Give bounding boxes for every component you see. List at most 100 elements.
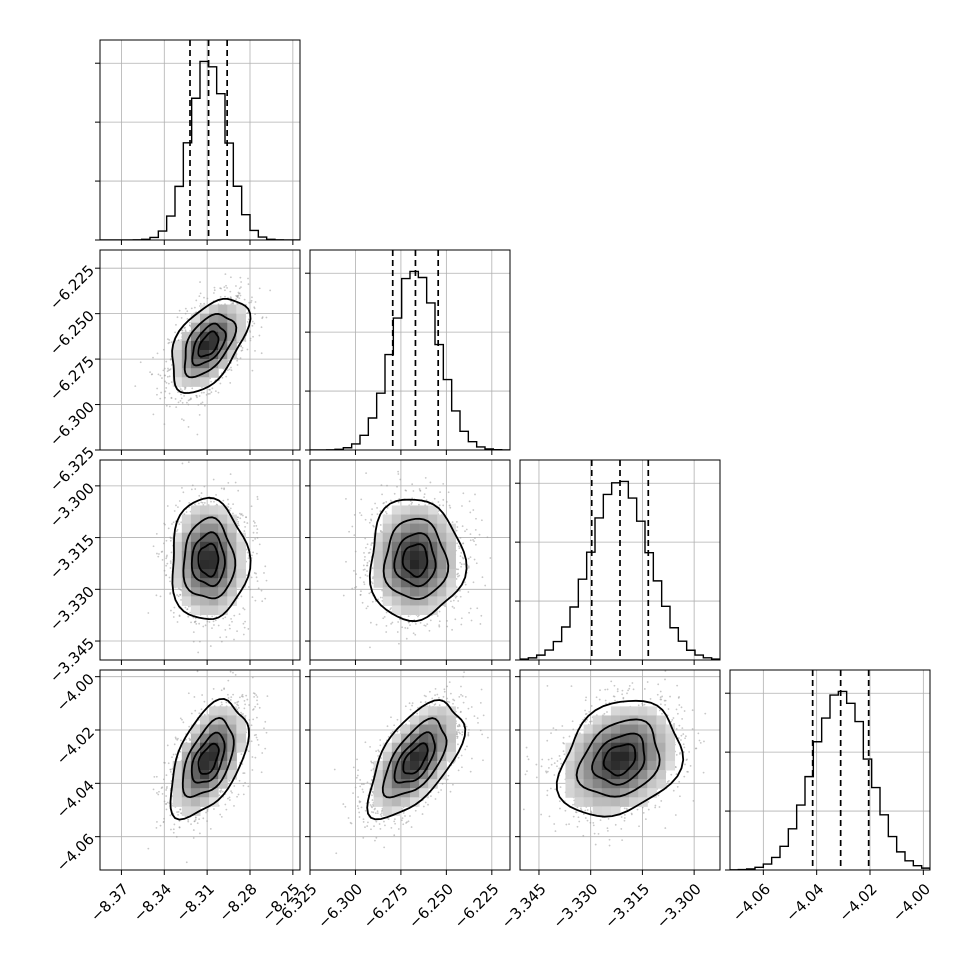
density-cell (172, 550, 183, 561)
scatter-point (438, 624, 441, 627)
scatter-point (205, 393, 208, 396)
scatter-point (225, 375, 228, 378)
density-2-0 (147, 461, 268, 654)
scatter-point (237, 489, 240, 492)
scatter-point (254, 349, 256, 352)
density-cell (172, 350, 183, 360)
scatter-point (264, 565, 267, 568)
scatter-point (242, 607, 245, 610)
scatter-point (355, 573, 358, 575)
scatter-point (230, 618, 232, 620)
scatter-point (474, 543, 477, 546)
scatter-point (354, 586, 356, 589)
scatter-point (379, 510, 382, 512)
density-cell (373, 541, 384, 552)
panel-2-2 (515, 459, 721, 665)
scatter-point (438, 620, 441, 623)
scatter-point (240, 349, 243, 352)
scatter-point (247, 283, 250, 286)
scatter-point (366, 570, 368, 572)
scatter-point (438, 610, 441, 613)
density-cell (181, 350, 192, 360)
scatter-point (446, 625, 449, 628)
scatter-point (354, 550, 357, 553)
density-cell (181, 560, 192, 570)
density-cell (218, 304, 228, 315)
scatter-point (187, 403, 190, 406)
scatter-point (256, 738, 259, 741)
scatter-point (371, 567, 374, 570)
density-cell (410, 505, 420, 516)
scatter-point (164, 380, 167, 383)
scatter-point (265, 316, 268, 319)
scatter-point (217, 624, 220, 627)
scatter-point (162, 542, 165, 545)
scatter-point (230, 790, 232, 792)
scatter-point (243, 298, 246, 301)
density-cell (437, 550, 447, 561)
scatter-point (172, 611, 175, 614)
scatter-point (196, 396, 198, 399)
scatter-point (481, 576, 484, 579)
scatter-point (257, 744, 260, 746)
scatter-point (240, 595, 243, 598)
density-cell (400, 560, 411, 570)
scatter-point (211, 627, 213, 630)
density-cell (172, 340, 183, 351)
density-cell (227, 587, 237, 597)
scatter-point (231, 620, 233, 623)
density-cell (190, 359, 201, 369)
scatter-point (251, 554, 253, 557)
scatter-point (261, 317, 264, 320)
scatter-point (185, 738, 187, 741)
scatter-point (453, 607, 456, 609)
scatter-point (246, 522, 249, 524)
scatter-point (192, 829, 195, 831)
scatter-point (163, 374, 166, 377)
scatter-point (161, 550, 164, 553)
density-cell (172, 541, 183, 552)
scatter-point (455, 521, 458, 523)
scatter-point (464, 583, 467, 586)
scatter-point (235, 298, 238, 301)
scatter-point (246, 312, 249, 314)
scatter-point (245, 574, 248, 577)
scatter-point (263, 572, 265, 574)
density-cell (209, 523, 219, 534)
scatter-point (223, 687, 226, 690)
scatter-point (240, 711, 242, 714)
scatter-point (401, 626, 404, 629)
density-cell (190, 569, 201, 579)
scatter-point (371, 582, 374, 585)
scatter-point (192, 631, 195, 633)
scatter-point (175, 323, 177, 326)
scatter-point (375, 623, 378, 626)
scatter-point (454, 596, 457, 599)
scatter-point (397, 642, 400, 645)
scatter-point (247, 318, 250, 321)
scatter-point (261, 600, 264, 603)
scatter-point (179, 808, 181, 811)
scatter-point (247, 557, 250, 560)
density-cell (200, 523, 210, 534)
scatter-point (457, 600, 460, 602)
scatter-point (255, 736, 258, 739)
scatter-point (175, 753, 177, 756)
scatter-point (238, 613, 241, 616)
scatter-point (391, 621, 394, 624)
scatter-point (423, 624, 426, 627)
scatter-point (489, 557, 492, 559)
scatter-point (363, 552, 365, 554)
scatter-point (187, 818, 190, 821)
scatter-point (203, 391, 205, 394)
scatter-point (455, 578, 458, 580)
scatter-point (390, 622, 393, 625)
scatter-point (169, 536, 172, 539)
scatter-point (227, 697, 230, 699)
scatter-point (229, 507, 232, 510)
scatter-point (175, 504, 177, 507)
scatter-point (366, 605, 369, 608)
density-cell (200, 340, 210, 351)
scatter-point (455, 586, 458, 589)
scatter-point (264, 597, 267, 600)
